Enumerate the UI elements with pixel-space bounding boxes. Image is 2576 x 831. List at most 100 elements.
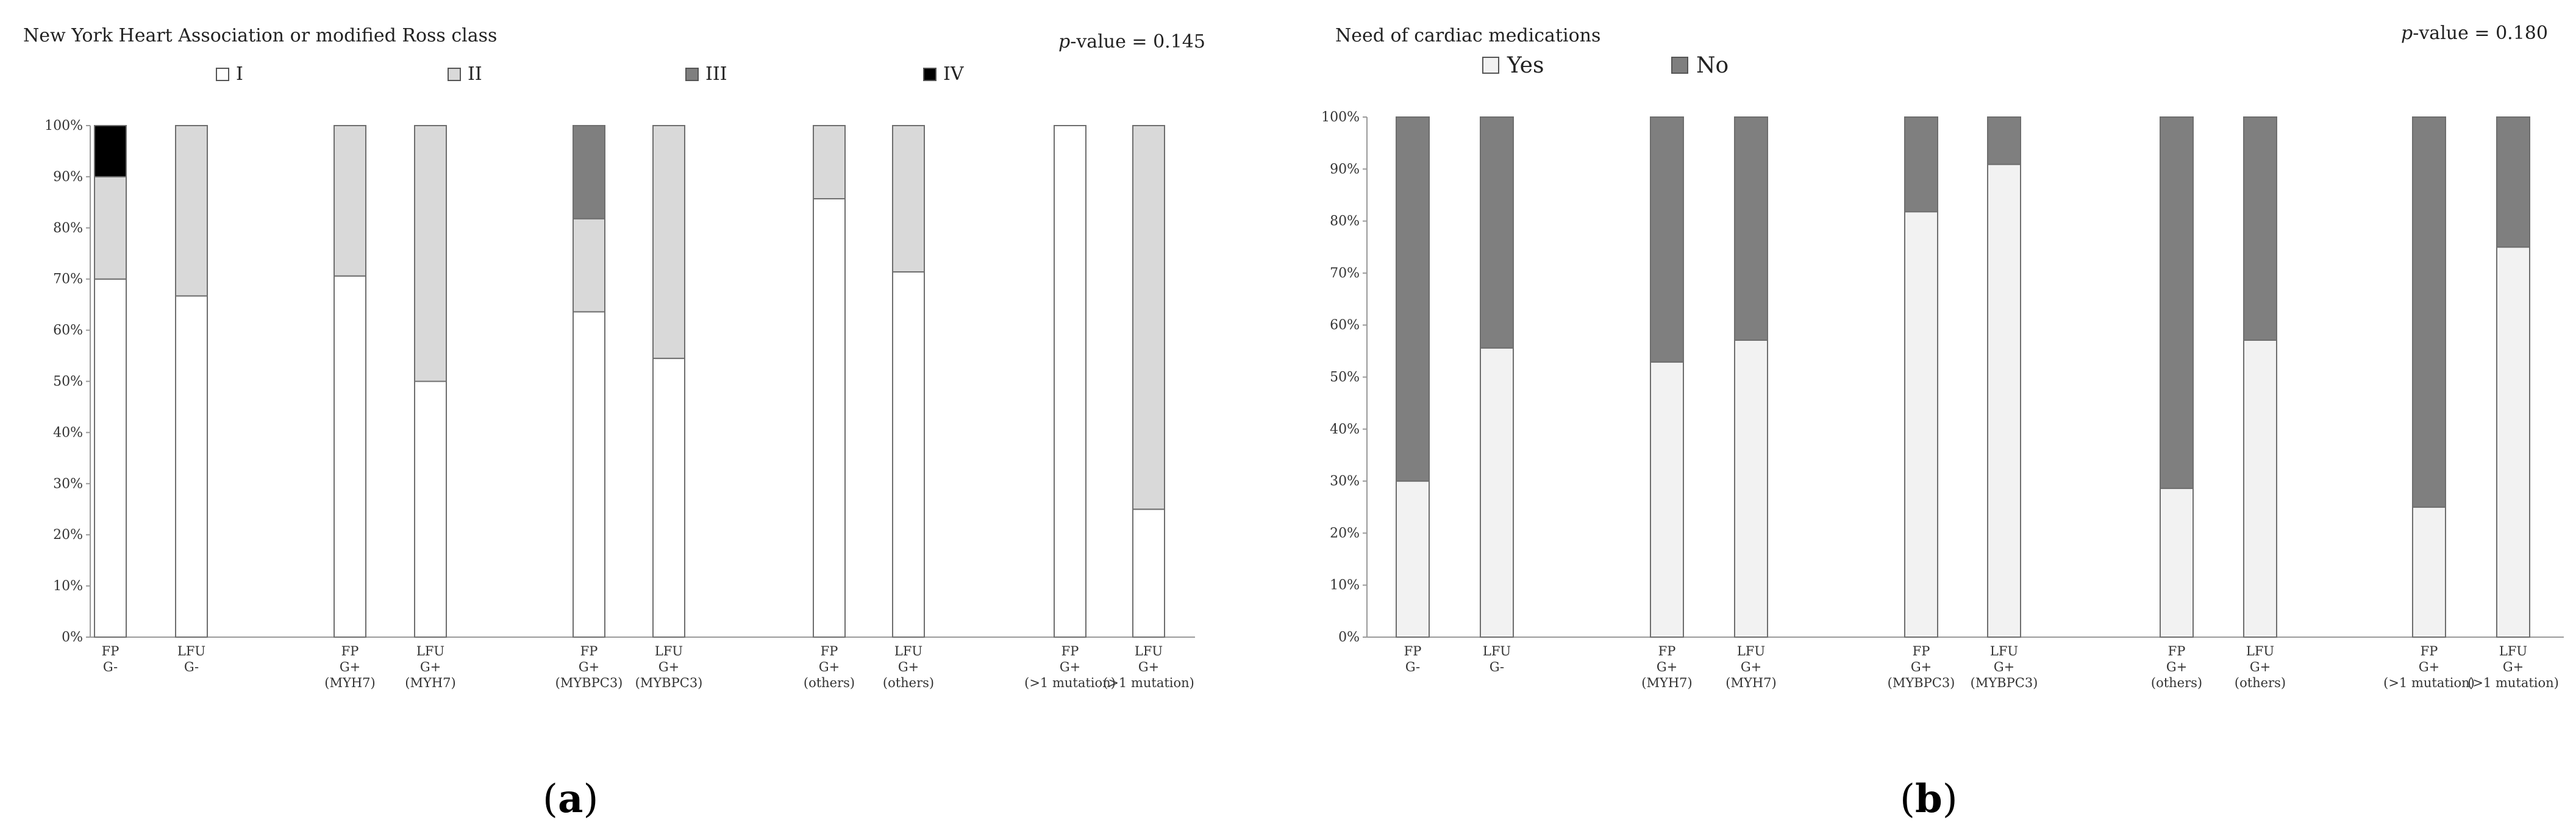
chart-b-y-tick-label: 0%	[1338, 630, 1360, 645]
chart-a-y-tick-label: 20%	[53, 527, 83, 543]
chart-b-bar-no-1	[1480, 116, 1514, 349]
chart-a-legend-label-iii: III	[705, 63, 727, 85]
chart-a-bar-ii-6	[813, 125, 846, 199]
chart-b-bar-yes-9	[2496, 246, 2530, 638]
chart-b-category-label: LFU G+ (MYH7)	[1725, 644, 1776, 690]
chart-a-y-tick-label: 90%	[53, 169, 83, 185]
chart-b-y-tick-label: 70%	[1330, 266, 1360, 281]
chart-b-bar-yes-7	[2243, 339, 2277, 638]
chart-b-bar-no-4	[1904, 116, 1938, 213]
chart-a-legend-swatch-iv	[923, 68, 937, 81]
chart-b-y-tick-label: 90%	[1330, 162, 1360, 177]
chart-b-category-label: FP G-	[1404, 644, 1422, 674]
chart-a-y-tick-label: 50%	[53, 374, 83, 390]
chart-b-legend-swatch-no	[1671, 57, 1688, 74]
chart-b-y-tick-label: 30%	[1330, 474, 1360, 489]
chart-a-category-label: FP G-	[102, 644, 120, 674]
panel-a-label: (a)	[543, 776, 598, 822]
chart-a-bar-ii-0	[94, 176, 127, 280]
chart-a-bar-ii-1	[175, 125, 208, 297]
chart-b-y-tick-label: 50%	[1330, 370, 1360, 385]
chart-a-category-label: LFU G+ (MYH7)	[405, 644, 455, 690]
chart-a-p-value-text: -value = 0.145	[1070, 31, 1205, 52]
chart-a-legend-swatch-i	[216, 68, 229, 81]
chart-b-bar-no-9	[2496, 116, 2530, 248]
chart-b-category-label: FP G+ (MYH7)	[1641, 644, 1692, 690]
chart-a-category-label: LFU G-	[177, 644, 205, 674]
chart-b-category-label: LFU G+ (MYBPC3)	[1971, 644, 2038, 690]
chart-a-bar-ii-4	[573, 218, 605, 313]
chart-a-bar-i-2	[334, 275, 366, 638]
chart-a-bar-i-1	[175, 295, 208, 638]
chart-b-bar-no-3	[1734, 116, 1768, 341]
chart-b-y-tick-label: 100%	[1321, 110, 1360, 125]
chart-a-legend-swatch-ii	[448, 68, 461, 81]
chart-a-bar-i-5	[652, 357, 685, 638]
chart-a-legend-label-i: I	[236, 63, 243, 85]
chart-b-bar-no-7	[2243, 116, 2277, 341]
chart-b-legend-swatch-yes	[1482, 57, 1499, 74]
chart-a-category-label: LFU G+ (MYBPC3)	[635, 644, 703, 690]
chart-a-bar-i-7	[892, 271, 925, 638]
chart-a-title: New York Heart Association or modified R…	[23, 25, 497, 46]
chart-b-bar-yes-5	[1987, 163, 2021, 638]
chart-b-bar-yes-8	[2412, 506, 2446, 638]
chart-b-y-tick-label: 80%	[1330, 214, 1360, 229]
panel-b-label: (b)	[1900, 776, 1958, 822]
chart-b-bar-yes-0	[1396, 480, 1430, 638]
chart-b-y-tick-label: 40%	[1330, 422, 1360, 437]
chart-a-y-tick-label: 10%	[53, 579, 83, 594]
chart-a-bar-iii-4	[573, 125, 605, 219]
chart-a-bar-i-0	[94, 278, 127, 638]
chart-b-category-label: LFU G+ (others)	[2235, 644, 2286, 690]
chart-a-legend-label-ii: II	[468, 63, 482, 85]
chart-b-category-label: FP G+ (MYBPC3)	[1888, 644, 1955, 690]
chart-a-bar-ii-3	[414, 125, 447, 382]
chart-a-bar-i-8	[1054, 125, 1086, 638]
chart-b-plot: 0% 10% 20% 30% 40% 50% 60% 70% 80% 90% 100% FP G- LFU…	[1321, 110, 2564, 690]
chart-b-bar-yes-2	[1650, 361, 1684, 638]
chart-b-bar-no-0	[1396, 116, 1430, 482]
chart-a-category-label: FP G+ (MYBPC3)	[555, 644, 623, 690]
chart-b-legend-label-no: No	[1696, 53, 1729, 78]
chart-a-bar-i-6	[813, 198, 846, 638]
chart-b-p-value-label: p	[2401, 23, 2413, 44]
chart-b-bar-yes-1	[1480, 347, 1514, 638]
chart-b-bar-no-6	[2160, 116, 2194, 490]
chart-a-category-label: LFU G+ (others)	[883, 644, 934, 690]
chart-b-legend: Yes No	[1482, 53, 1729, 78]
chart-a-p-value: p-value = 0.145	[1058, 31, 1205, 52]
chart-b-title: Need of cardiac medications	[1335, 25, 1600, 46]
chart-a-legend-label-iv: IV	[943, 63, 965, 85]
chart-b-p-value: p-value = 0.180	[2401, 23, 2548, 44]
chart-b-category-label: LFU G-	[1483, 644, 1511, 674]
chart-b-bar-yes-3	[1734, 339, 1768, 638]
chart-b-y-tick-label: 10%	[1330, 578, 1360, 593]
chart-a-bar-ii-9	[1132, 125, 1165, 510]
chart-b-bar-yes-4	[1904, 211, 1938, 638]
chart-b-y-tick-label: 60%	[1330, 318, 1360, 333]
chart-a-p-value-label: p	[1058, 31, 1070, 52]
chart-b-category-label: FP G+ (>1 mutation)	[2383, 644, 2475, 690]
chart-a-bar-ii-7	[892, 125, 925, 273]
chart-b-y-tick-label: 20%	[1330, 526, 1360, 541]
chart-a-y-tick-label: 80%	[53, 221, 83, 236]
chart-a-legend: I II III IV	[216, 63, 965, 85]
chart-b-p-value-text: -value = 0.180	[2413, 23, 2548, 44]
chart-a-category-label: FP G+ (others)	[804, 644, 855, 690]
chart-b-bar-no-2	[1650, 116, 1684, 363]
chart-a-y-tick-label: 60%	[53, 323, 83, 338]
chart-a-y-tick-label: 40%	[53, 425, 83, 440]
chart-b-category-label: FP G+ (others)	[2151, 644, 2202, 690]
chart-a-category-label: FP G+ (MYH7)	[324, 644, 375, 690]
chart-a-plot: 0% 10% 20% 30% 40% 50% 60% 70% 80% 90% 100% FP G- LFU…	[45, 118, 1195, 690]
chart-a-y-tick-label: 100%	[45, 118, 83, 134]
chart-a-y-tick-label: 0%	[62, 630, 83, 645]
chart-a-bar-iv-0	[94, 125, 127, 177]
chart-b-bar-no-8	[2412, 116, 2446, 508]
chart-b-category-label: LFU G+ (>1 mutation)	[2467, 644, 2559, 690]
chart-a-bar-i-9	[1132, 508, 1165, 638]
chart-a-bar-i-3	[414, 380, 447, 638]
chart-a-bar-ii-2	[334, 125, 366, 277]
